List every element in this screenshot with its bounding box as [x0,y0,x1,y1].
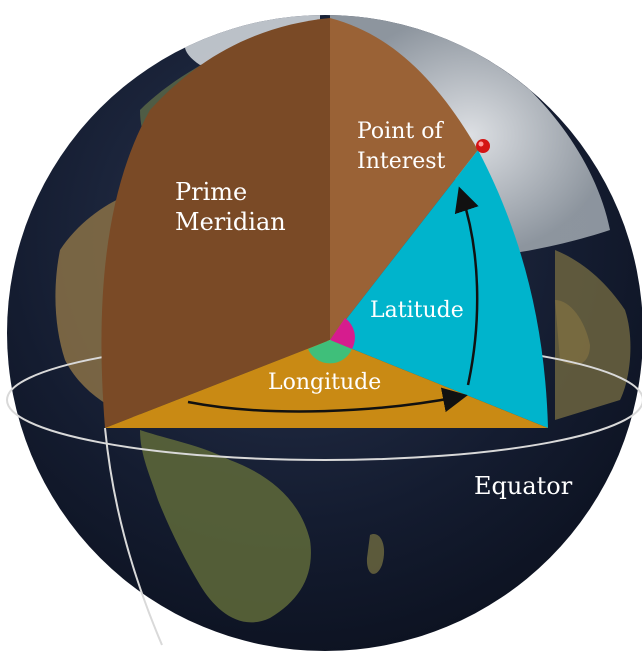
point-label-line2: Interest [357,149,446,174]
latitude-angle-marker [330,318,355,349]
latitude-plane [330,150,548,428]
longitude-angle-marker [308,340,352,364]
point-label-line1: Point of [357,119,444,144]
africa-landmass [140,430,311,623]
prime-meridian-plane [101,18,330,428]
latitude-label: Latitude [370,298,464,323]
madagascar-landmass [366,534,385,574]
asia-landmass [555,250,631,420]
point-marker [476,139,490,153]
latitude-arrow [454,186,479,386]
prime-meridian-line [104,427,163,646]
india-landmass [555,300,590,365]
longitude-arrow [187,387,468,413]
prime-meridian-label-line1: Prime [175,178,247,206]
meridian-plane [330,18,478,340]
longitude-label: Longitude [268,370,381,395]
equator-label: Equator [474,472,573,500]
prime-meridian-label-line2: Meridian [175,208,286,236]
point-marker-highlight [478,141,484,147]
